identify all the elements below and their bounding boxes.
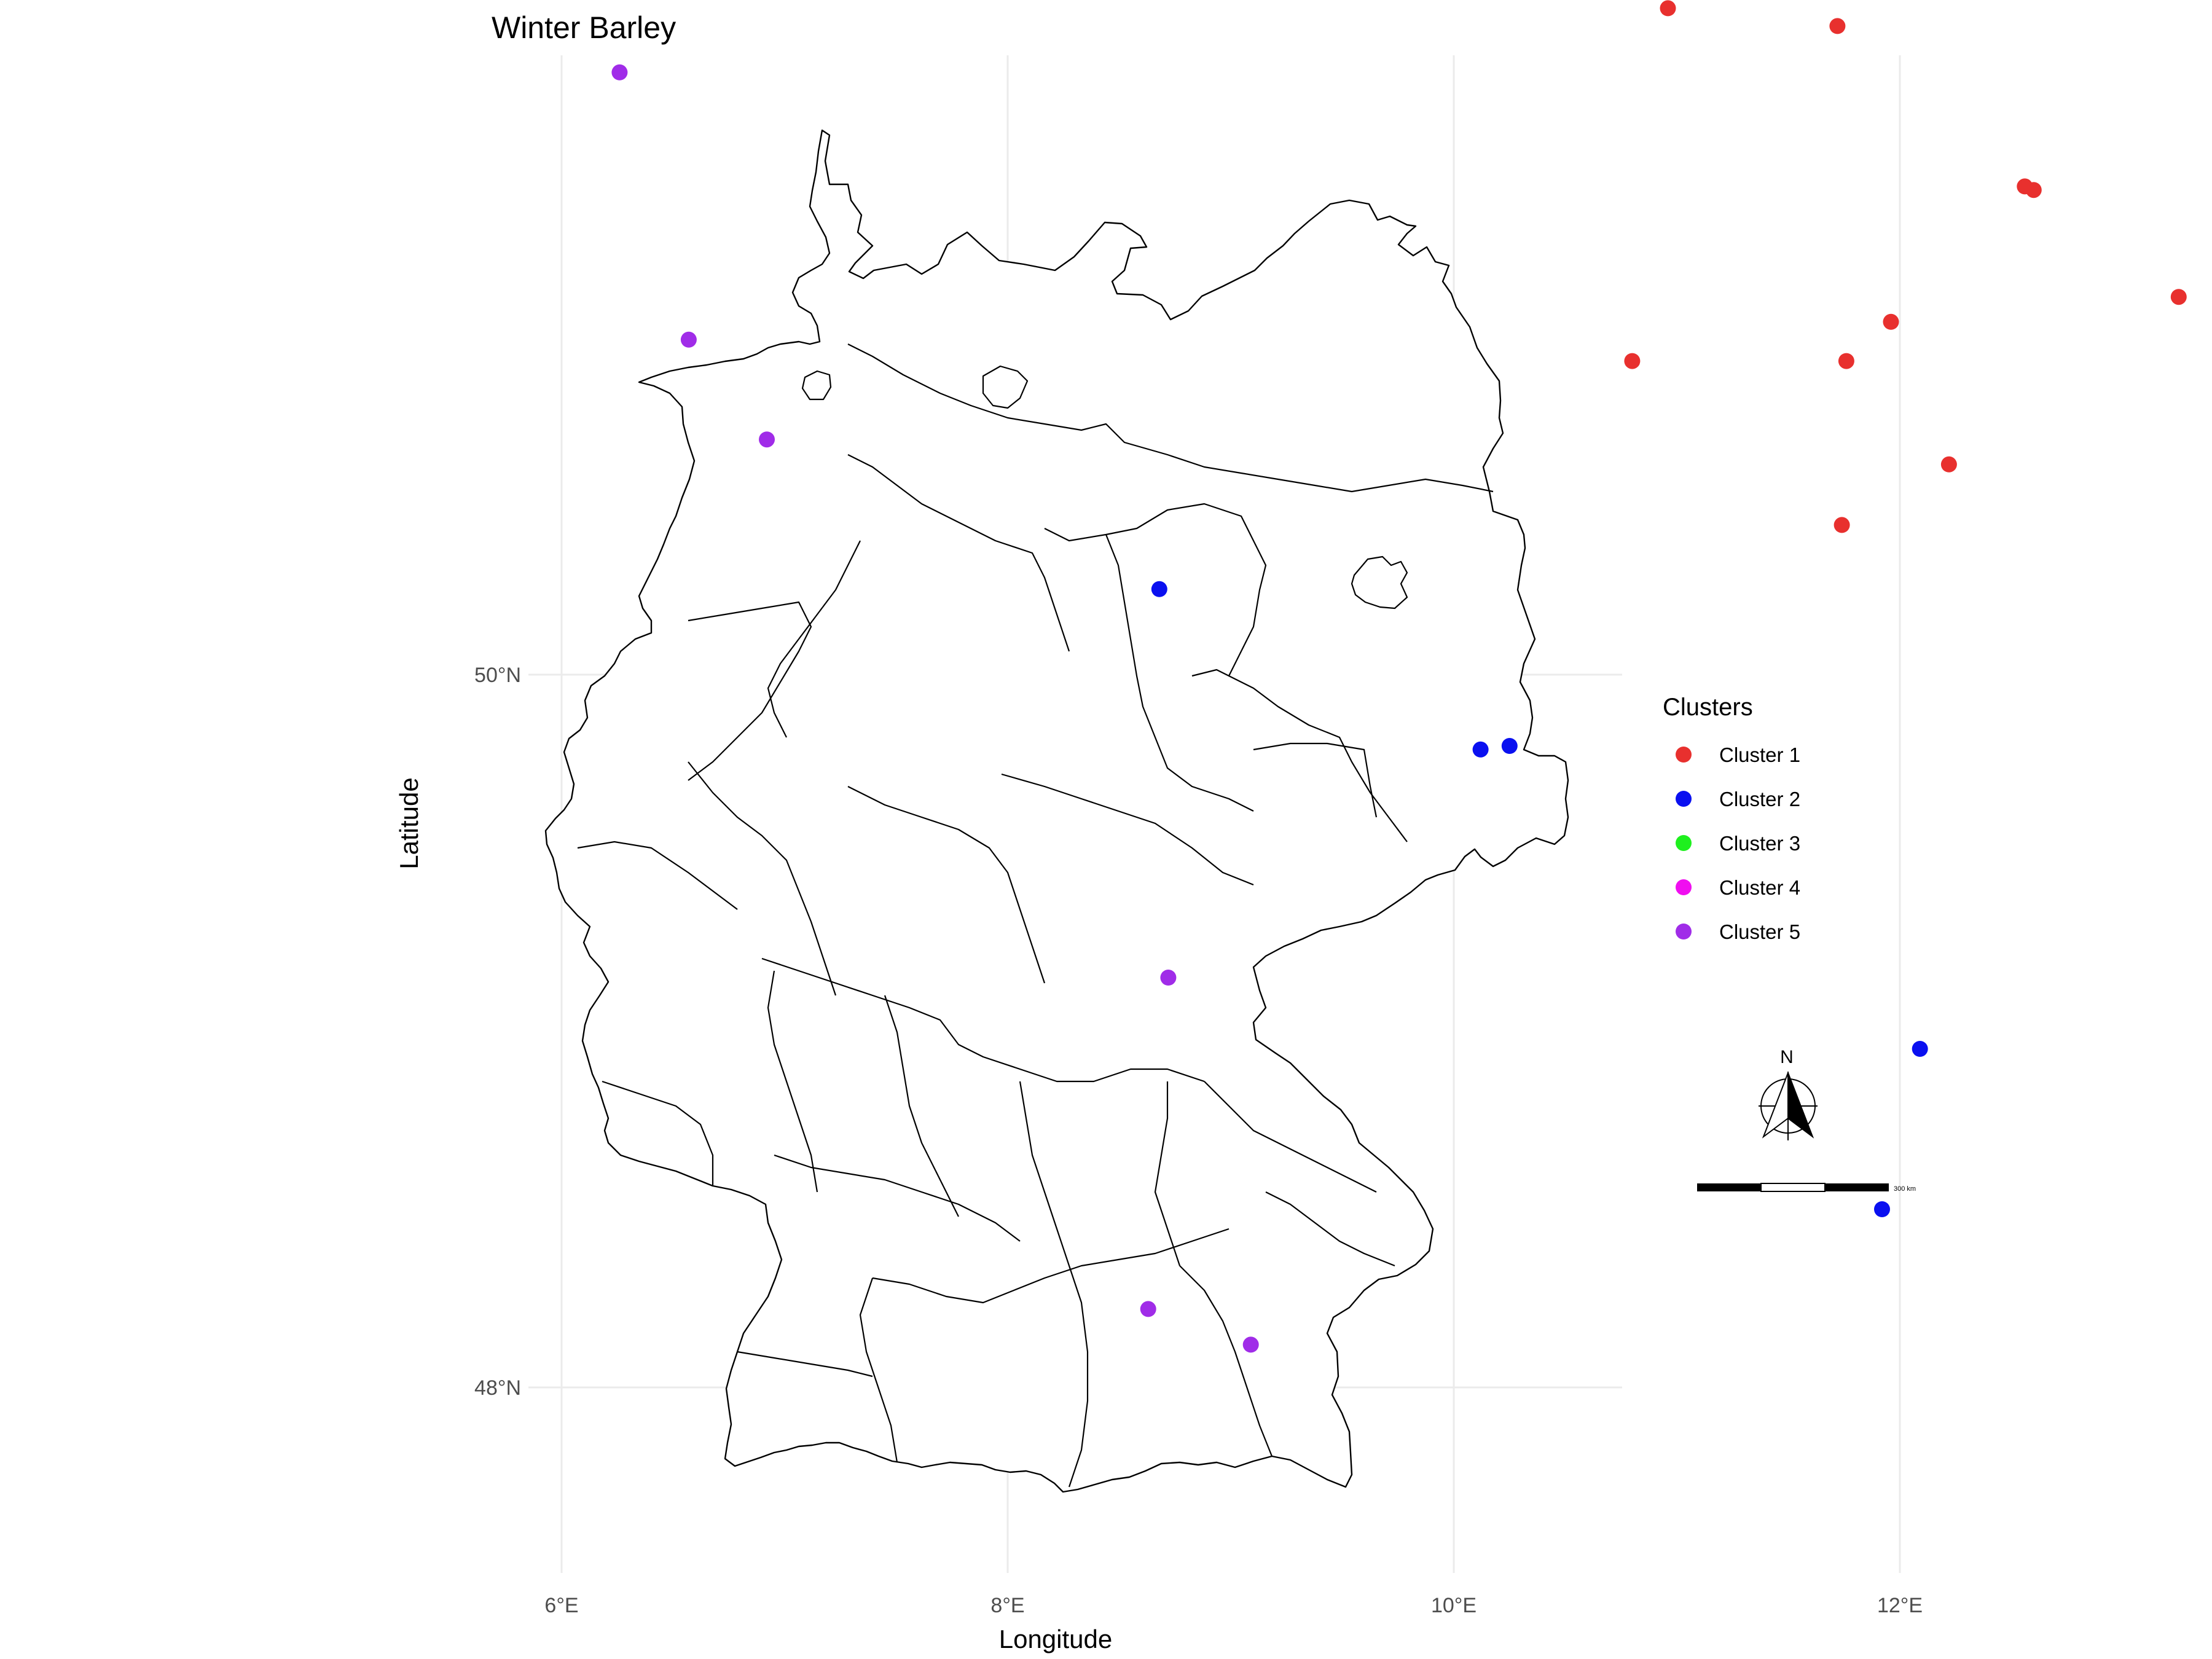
site-point bbox=[1883, 313, 1899, 330]
y-axis-title: Latitude bbox=[394, 777, 423, 869]
legend-label: Cluster 1 bbox=[1719, 743, 1800, 766]
north-arrow: N bbox=[1759, 1047, 1818, 1140]
site-point bbox=[759, 431, 775, 448]
scale-label: 300 km bbox=[1894, 1185, 1916, 1193]
berlin-border bbox=[1351, 555, 1408, 610]
x-tick-label: 6°E bbox=[544, 1594, 578, 1617]
x-tick-label: 10°E bbox=[1431, 1594, 1477, 1617]
site-point bbox=[1624, 353, 1641, 369]
site-point bbox=[1940, 456, 1957, 473]
legend-key bbox=[1676, 924, 1692, 939]
site-point bbox=[1660, 0, 1676, 17]
legend-label: Cluster 5 bbox=[1719, 920, 1800, 943]
site-point bbox=[1834, 517, 1850, 533]
internal-borders bbox=[577, 343, 1494, 1488]
scale-segment-2 bbox=[1760, 1183, 1826, 1192]
germany-outline bbox=[544, 129, 1569, 1493]
site-point bbox=[1151, 581, 1167, 597]
site-point bbox=[1140, 1301, 1156, 1317]
site-point bbox=[611, 64, 628, 80]
site-point bbox=[1912, 1041, 1928, 1057]
site-points bbox=[611, 0, 2187, 1353]
bremen-border bbox=[801, 370, 832, 401]
plot-title: Winter Barley bbox=[492, 10, 676, 45]
legend-label: Cluster 3 bbox=[1719, 832, 1800, 855]
scale-bar: 300 km bbox=[1697, 1183, 1916, 1193]
site-point bbox=[1501, 738, 1518, 754]
legend-label: Cluster 4 bbox=[1719, 876, 1800, 899]
legend-key bbox=[1676, 835, 1692, 851]
legend-title: Clusters bbox=[1663, 694, 1753, 721]
y-tick-label: 50°N bbox=[474, 664, 521, 687]
site-point bbox=[2025, 182, 2042, 198]
site-point bbox=[1242, 1336, 1259, 1353]
site-point bbox=[1472, 741, 1489, 758]
scale-segment-1 bbox=[1697, 1183, 1761, 1191]
site-point bbox=[1829, 18, 1846, 34]
x-tick-label: 12°E bbox=[1877, 1594, 1923, 1617]
north-arrow-outline-icon bbox=[1762, 1072, 1789, 1139]
site-point bbox=[680, 331, 697, 348]
germany-map bbox=[544, 129, 1569, 1493]
legend-items: Cluster 1 Cluster 2 Cluster 3 Cluster 4 Clus… bbox=[1676, 743, 1800, 943]
legend-label: Cluster 2 bbox=[1719, 788, 1800, 810]
x-tick-labels: 6°E8°E10°E12°E14°E bbox=[544, 1594, 1923, 1617]
site-point bbox=[1838, 353, 1854, 369]
site-point bbox=[1874, 1201, 1890, 1217]
north-label: N bbox=[1780, 1047, 1794, 1067]
site-point bbox=[2170, 289, 2187, 305]
x-axis-title: Longitude bbox=[999, 1625, 1113, 1653]
x-tick-label: 8°E bbox=[990, 1594, 1024, 1617]
y-tick-label: 48°N bbox=[474, 1376, 521, 1400]
legend-key bbox=[1676, 791, 1692, 807]
legend-key bbox=[1676, 747, 1692, 763]
y-tick-labels: 48°N50°N52°N54°N bbox=[474, 664, 521, 1400]
legend-key bbox=[1676, 879, 1692, 895]
site-point bbox=[1160, 970, 1177, 986]
scale-segment-3 bbox=[1825, 1183, 1889, 1191]
hamburg-border bbox=[982, 365, 1029, 409]
